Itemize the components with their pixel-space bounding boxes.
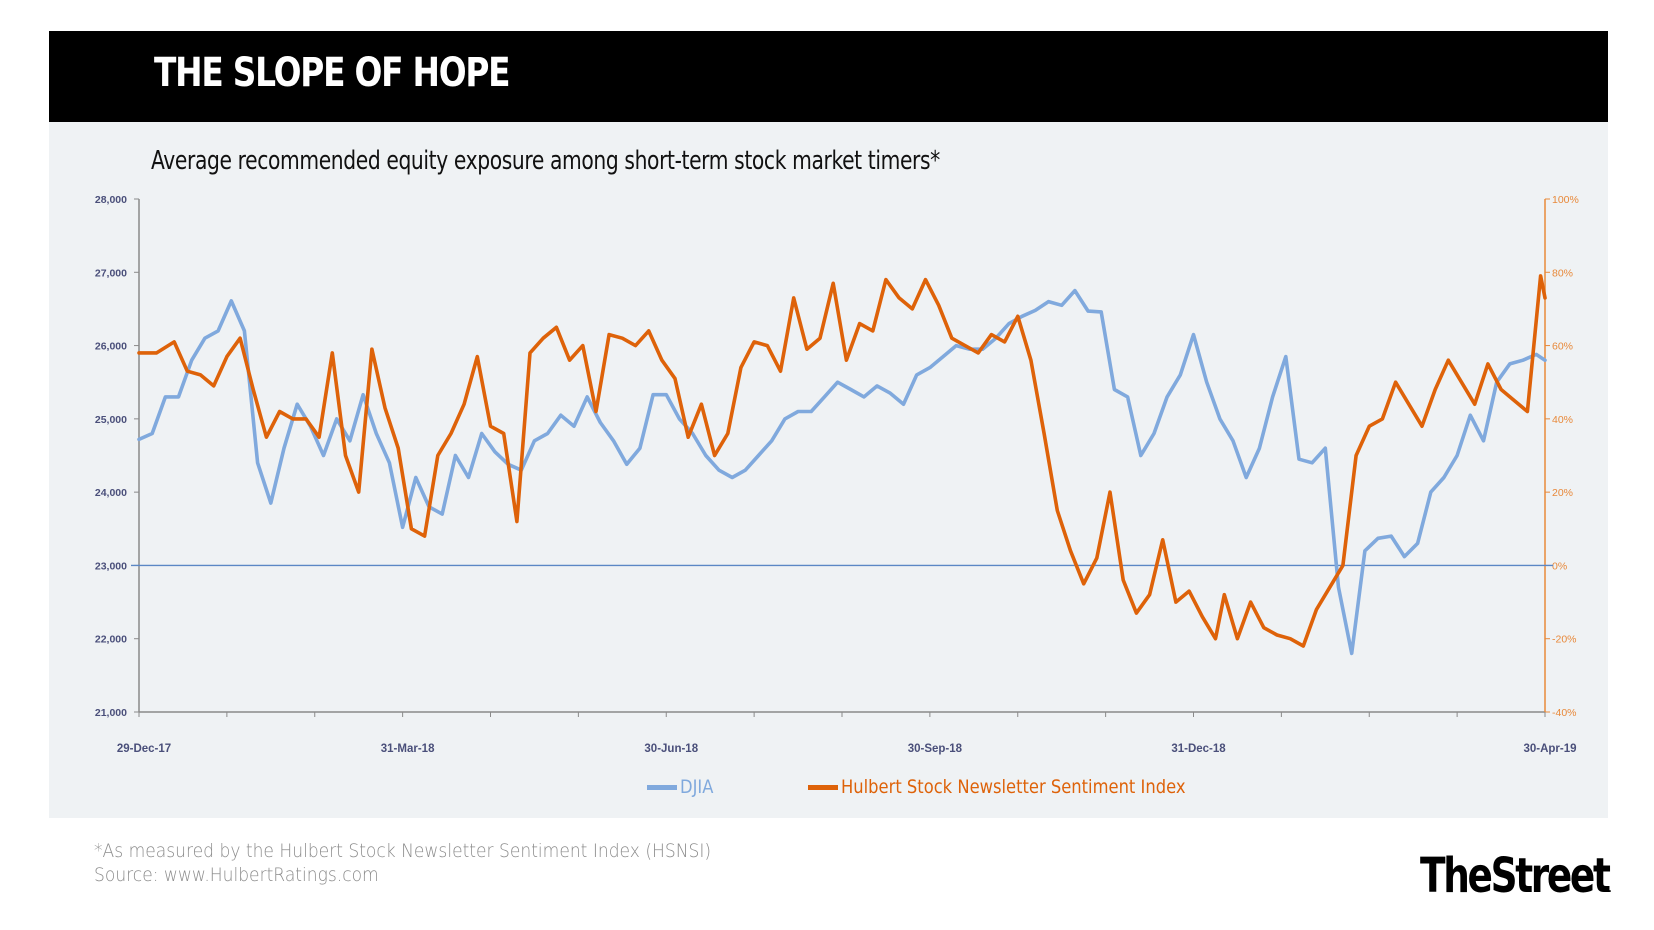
right-tick-label: 80%: [1552, 267, 1573, 279]
legend-swatch-hsnsi: [808, 784, 838, 790]
right-tick-label: 20%: [1552, 487, 1573, 499]
logo-mark: .: [1608, 884, 1612, 895]
right-tick-label: -40%: [1552, 707, 1577, 719]
axes: [134, 198, 1550, 717]
left-tick-label: 28,000: [95, 194, 127, 206]
legend-item-hsnsi: Hulbert Stock Newsletter Sentiment Index: [808, 776, 1242, 798]
series-lines: [131, 274, 1553, 656]
title-bar: [49, 31, 1608, 122]
tick-labels: 28,000 27,000 26,000 25,000 24,000 23,000 22,0…: [95, 194, 1579, 755]
x-tick-label: 30-Sep-18: [908, 743, 963, 755]
left-tick-label: 27,000: [95, 267, 127, 279]
right-tick-label: 40%: [1552, 414, 1573, 426]
page-title: THE SLOPE OF HOPE: [154, 50, 511, 96]
left-tick-label: 26,000: [95, 341, 127, 353]
x-tick-label: 30-Apr-19: [1523, 743, 1576, 755]
right-tick-label: 100%: [1552, 194, 1579, 206]
legend: DJIA Hulbert Stock Newsletter Sentiment …: [0, 776, 1654, 802]
chart-subtitle: Average recommended equity exposure amon…: [151, 146, 940, 176]
right-tick-label: 0%: [1552, 560, 1567, 572]
legend-item-djia: DJIA: [647, 776, 719, 798]
left-tick-label: 25,000: [95, 414, 127, 426]
legend-label-djia: DJIA: [680, 776, 714, 798]
x-tick-label: 29-Dec-17: [117, 743, 171, 755]
djia-line: [137, 288, 1547, 656]
right-tick-label: 60%: [1552, 341, 1573, 353]
legend-swatch-djia: [647, 784, 677, 790]
left-tick-label: 22,000: [95, 634, 127, 646]
x-tick-label: 31-Dec-18: [1171, 743, 1226, 755]
legend-label-hsnsi: Hulbert Stock Newsletter Sentiment Index: [841, 776, 1186, 798]
left-tick-label: 21,000: [95, 707, 127, 719]
x-tick-label: 30-Jun-18: [644, 743, 698, 755]
right-tick-label: -20%: [1552, 634, 1577, 646]
thestreet-logo: TheStreet.: [1420, 848, 1612, 904]
left-tick-label: 24,000: [95, 487, 127, 499]
x-tick-label: 31-Mar-18: [381, 743, 435, 755]
source-note: Source: www.HulbertRatings.com: [94, 864, 379, 886]
logo-text: TheStreet: [1420, 848, 1611, 904]
footnote: *As measured by the Hulbert Stock Newsle…: [94, 840, 712, 862]
hsnsi-line: [137, 274, 1547, 648]
left-tick-label: 23,000: [95, 560, 127, 572]
